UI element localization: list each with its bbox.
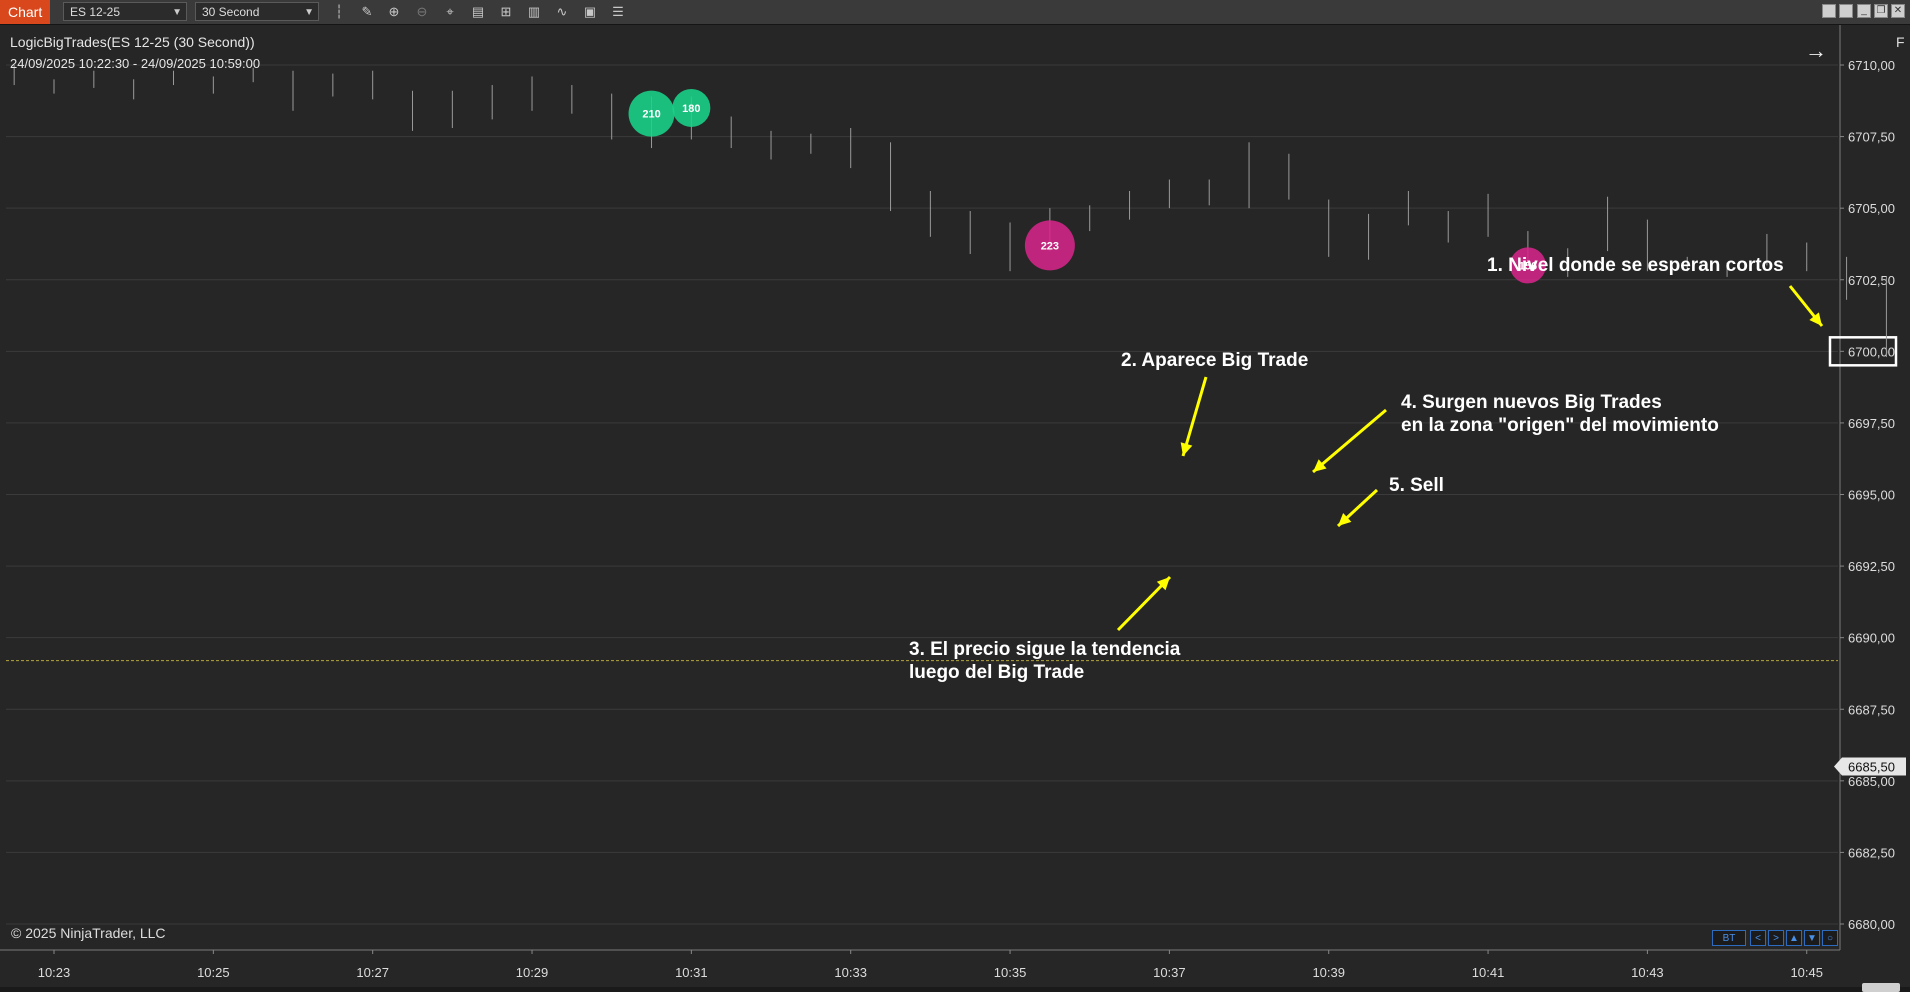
time-tick-label: 10:43 [1631, 965, 1664, 980]
zoom-out-icon[interactable]: ⊖ [416, 4, 428, 19]
properties-icon[interactable]: ☰ [612, 4, 624, 19]
interval-selector[interactable]: 30 Second ▼ [195, 2, 319, 21]
price-tick-label: 6685,00 [1848, 774, 1895, 789]
reset-button[interactable]: ○ [1822, 930, 1838, 946]
big-trade-size-label: 223 [1041, 240, 1059, 252]
price-chart[interactable]: 6710,00 6707,50 6705,00 6702,50 6700,00 6697,… [0, 25, 1910, 992]
menu-letter[interactable]: F [1896, 34, 1905, 50]
scale-down-button[interactable]: ▼ [1804, 930, 1820, 946]
annotation-4-arrow [1312, 408, 1387, 474]
annotation-2-arrow-head [1180, 442, 1193, 456]
interval-value: 30 Second [202, 5, 260, 19]
current-price-label: 6685,50 [1848, 760, 1895, 775]
time-tick-label: 10:41 [1472, 965, 1505, 980]
time-tick-label: 10:31 [675, 965, 708, 980]
current-price-tag [1834, 757, 1906, 776]
instrument-value: ES 12-25 [70, 5, 121, 19]
annotation-5-arrow-head [1338, 512, 1352, 526]
scroll-right-button[interactable]: > [1768, 930, 1784, 946]
annotation-1: 1. Nivel donde se esperan cortos [1487, 255, 1784, 276]
plot-area [6, 28, 1838, 950]
price-tick-label: 6692,50 [1848, 559, 1895, 574]
annotation-2-arrow [1181, 376, 1208, 457]
time-tick-label: 10:33 [834, 965, 867, 980]
big-trade-size-label: 180 [682, 103, 700, 115]
indicators-icon[interactable]: ∿ [556, 4, 568, 19]
zoom-in-icon[interactable]: ⊕ [388, 4, 400, 19]
time-tick-label: 10:29 [516, 965, 549, 980]
price-tick-label: 6700,00 [1848, 344, 1895, 359]
indicator-title: LogicBigTrades(ES 12-25 (30 Second)) [10, 34, 255, 50]
annotation-3-arrow-head [1156, 577, 1170, 591]
window-tile-2-icon[interactable] [1839, 4, 1853, 18]
draw-tools-icon[interactable]: ✎ [361, 4, 373, 19]
scrollbar-thumb[interactable] [1862, 983, 1900, 992]
big-trade-bubble [1509, 247, 1546, 284]
big-trade-size-label: 210 [642, 109, 660, 121]
annotation-3: 3. El precio sigue la tendencia luego de… [909, 638, 1180, 684]
close-icon[interactable]: ✕ [1891, 4, 1905, 18]
window-tile-icon[interactable] [1822, 4, 1836, 18]
big-trade-bubble [1024, 220, 1075, 271]
price-tick-label: 6697,50 [1848, 416, 1895, 431]
templates-icon[interactable]: ▥ [527, 4, 541, 19]
price-tick-label: 6707,50 [1848, 130, 1895, 145]
chart-toolbar: Chart ES 12-25 ▼ 30 Second ▼ ┆ ✎ ⊕ ⊖ ⌖ ▤… [0, 0, 1910, 25]
chevron-down-icon: ▼ [304, 7, 314, 18]
annotation-5: 5. Sell [1389, 475, 1444, 496]
big-trade-size-label: 156 [1519, 260, 1537, 272]
scroll-left-button[interactable]: < [1750, 930, 1766, 946]
annotation-4-line2: en la zona "origen" del movimiento [1401, 415, 1719, 436]
time-tick-label: 10:23 [38, 965, 71, 980]
data-box-icon[interactable]: ▤ [471, 4, 485, 19]
annotation-4: 4. Surgen nuevos Big Trades en la zona "… [1401, 391, 1719, 437]
time-tick-label: 10:37 [1153, 965, 1186, 980]
big-trade-bubble [672, 88, 711, 127]
annotation-4-line1: 4. Surgen nuevos Big Trades [1401, 392, 1662, 413]
price-tick-label: 6690,00 [1848, 631, 1895, 646]
price-tick-label: 6710,00 [1848, 58, 1895, 73]
highlighted-level-box [1828, 336, 1898, 367]
restore-icon[interactable]: ❐ [1874, 4, 1888, 18]
bt-button[interactable]: BT [1712, 930, 1746, 946]
annotation-3-line2: luego del Big Trade [909, 662, 1085, 683]
scroll-right-arrow-icon[interactable]: → [1805, 38, 1827, 63]
price-tick-label: 6705,00 [1848, 201, 1895, 216]
crosshair-icon[interactable]: ⌖ [446, 4, 454, 19]
price-tick-label: 6687,50 [1848, 702, 1895, 717]
price-tick-label: 6702,50 [1848, 273, 1895, 288]
bar-type-icon[interactable]: ┆ [335, 4, 343, 19]
minimize-icon[interactable]: _ [1857, 4, 1871, 18]
chevron-down-icon: ▼ [172, 7, 182, 18]
copyright-text: © 2025 NinjaTrader, LLC [11, 925, 166, 941]
price-tick-label: 6682,50 [1848, 845, 1895, 860]
annotation-2: 2. Aparece Big Trade [1121, 350, 1309, 371]
annotation-4-arrow-head [1313, 459, 1327, 472]
big-trade-bubble [628, 90, 675, 137]
time-tick-label: 10:35 [994, 965, 1027, 980]
time-tick-label: 10:45 [1790, 965, 1823, 980]
annotation-3-line1: 3. El precio sigue la tendencia [909, 639, 1181, 660]
time-tick-label: 10:39 [1312, 965, 1345, 980]
price-tick-label: 6680,00 [1848, 917, 1895, 932]
date-range: 24/09/2025 10:22:30 - 24/09/2025 10:59:0… [10, 56, 261, 71]
instrument-selector[interactable]: ES 12-25 ▼ [63, 2, 187, 21]
time-tick-label: 10:27 [356, 965, 389, 980]
price-tick-label: 6695,00 [1848, 488, 1895, 503]
annotation-1-arrow-head [1809, 312, 1822, 326]
time-tick-label: 10:25 [197, 965, 230, 980]
chart-tab[interactable]: Chart [0, 0, 51, 24]
strategies-icon[interactable]: ▣ [583, 4, 597, 19]
horizontal-scrollbar[interactable] [0, 987, 1910, 992]
chart-trader-icon[interactable]: ⊞ [500, 4, 512, 19]
scale-up-button[interactable]: ▲ [1786, 930, 1802, 946]
